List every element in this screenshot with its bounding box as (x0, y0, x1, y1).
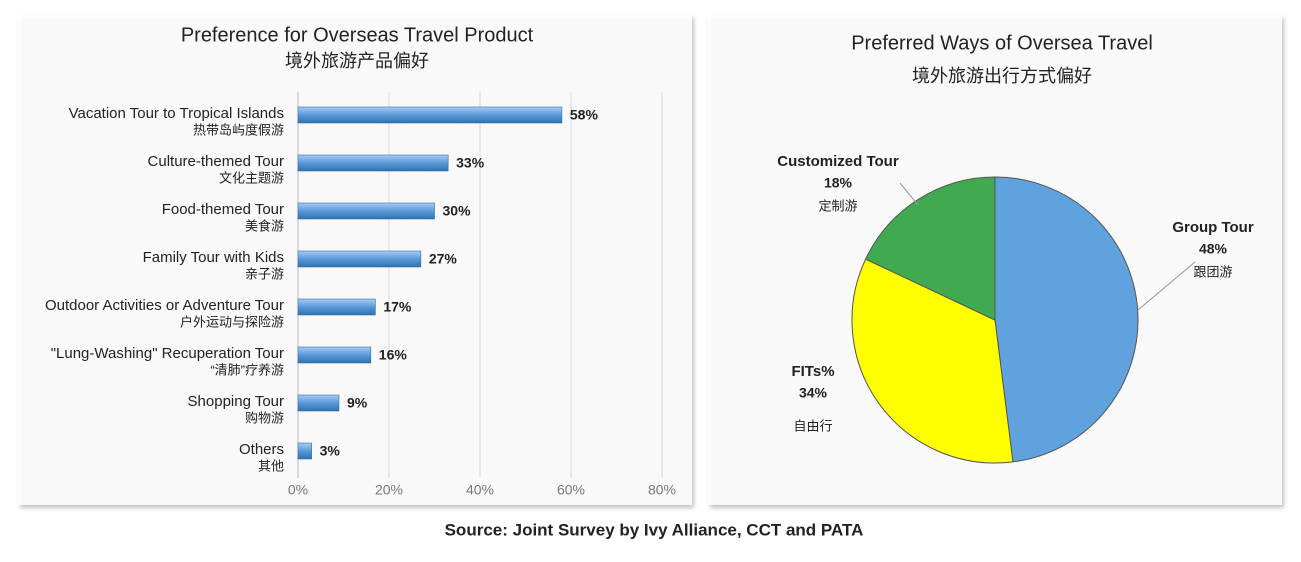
y-tick-label: Outdoor Activities or Adventure Tour (45, 297, 284, 314)
slice-sublabel: 定制游 (818, 198, 857, 213)
data-label: 58% (570, 107, 599, 123)
slice-value: 48% (1199, 241, 1228, 257)
pie-slice (851, 258, 1014, 464)
source: Source: Joint Survey by Ivy Alliance, CC… (445, 520, 864, 539)
y-tick-label: Vacation Tour to Tropical Islands (69, 105, 284, 122)
slice-value: 18% (824, 175, 853, 191)
bar (297, 154, 449, 172)
bar-subtitle: 境外旅游产品偏好 (285, 51, 429, 71)
x-tick-label: 80% (648, 482, 676, 498)
slice-sublabel: 自由行 (793, 418, 832, 433)
bar-title: Preference for Overseas Travel Product (181, 24, 534, 46)
data-label: 33% (456, 155, 485, 171)
y-tick-sublabel: 亲子游 (245, 266, 284, 281)
data-label: 9% (347, 395, 368, 411)
bar (297, 250, 422, 268)
data-label: 16% (379, 347, 408, 363)
y-tick-label: "Lung-Washing" Recuperation Tour (51, 345, 284, 362)
x-tick-label: 40% (466, 482, 494, 498)
bar (297, 106, 563, 124)
y-tick-sublabel: 文化主题游 (219, 170, 284, 185)
y-tick-sublabel: 其他 (258, 458, 284, 473)
slice-value: 34% (799, 385, 828, 401)
x-tick-label: 0% (288, 482, 308, 498)
x-tick-label: 20% (375, 482, 403, 498)
bar (297, 298, 376, 316)
data-label: 17% (383, 299, 412, 315)
pie-slice (994, 176, 1139, 463)
y-tick-label: Shopping Tour (188, 393, 284, 410)
bar (297, 394, 340, 412)
bar (297, 202, 435, 220)
slice-label: Customized Tour (777, 153, 899, 170)
slice-sublabel: 跟团游 (1193, 264, 1232, 279)
pie-subtitle: 境外旅游出行方式偏好 (912, 66, 1092, 86)
y-tick-label: Others (239, 441, 284, 458)
y-tick-sublabel: 户外运动与探险游 (180, 314, 284, 329)
x-tick-label: 60% (557, 482, 585, 498)
y-tick-sublabel: 热带岛屿度假游 (193, 122, 284, 137)
leader-line (1137, 261, 1196, 311)
y-tick-label: Culture-themed Tour (148, 153, 284, 170)
slice-label: Group Tour (1172, 219, 1254, 236)
leader-line (899, 182, 919, 206)
data-label: 3% (320, 443, 341, 459)
bar (297, 442, 312, 460)
pie-slice (864, 176, 996, 321)
y-tick-label: Family Tour with Kids (143, 249, 284, 266)
data-label: 30% (443, 203, 472, 219)
slice-label: FITs% (791, 363, 834, 380)
y-tick-sublabel: 购物游 (245, 410, 284, 425)
data-label: 27% (429, 251, 458, 267)
y-tick-label: Food-themed Tour (162, 201, 284, 218)
pie-title: Preferred Ways of Oversea Travel (851, 32, 1153, 54)
y-tick-sublabel: 美食游 (245, 218, 284, 233)
y-tick-sublabel: “清肺”疗养游 (210, 362, 284, 377)
bar (297, 346, 372, 364)
